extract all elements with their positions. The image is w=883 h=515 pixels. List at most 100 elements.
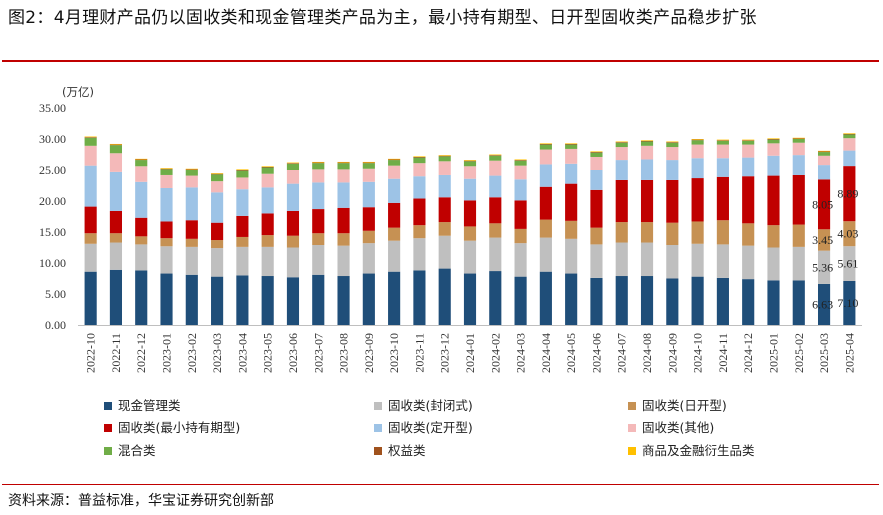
bar-segment (817, 283, 831, 325)
bar-segment (463, 226, 477, 241)
bar-segment (337, 245, 350, 277)
bar-segment (388, 158, 401, 160)
legend-label: 权益类 (388, 443, 426, 458)
legend-label: 固收类(日开型) (642, 398, 727, 413)
data-label: 3.45 (812, 233, 833, 247)
bar-segment (413, 238, 426, 271)
bar-segment (615, 276, 628, 325)
bar-segment (135, 181, 148, 218)
bar-segment (236, 177, 249, 190)
bar-segment (514, 165, 527, 180)
bar-segment (84, 136, 97, 138)
legend-label: 固收类(其他) (642, 420, 714, 435)
bar-segment (640, 159, 654, 180)
bar-segment (565, 163, 578, 184)
bar-segment (590, 170, 603, 190)
x-tick-label: 2024-01 (463, 333, 477, 373)
bar-segment (565, 143, 578, 144)
bar-segment (413, 225, 426, 239)
bar-segment (135, 159, 148, 161)
x-tick-label: 2024-06 (589, 333, 603, 373)
bar-segment (463, 273, 477, 325)
x-tick-label: 2022-10 (84, 333, 98, 373)
bar-segment (716, 220, 729, 245)
bar-segment (666, 160, 679, 180)
bar-segment (286, 163, 300, 164)
bar-segment (362, 161, 375, 163)
bar-segment (84, 165, 97, 207)
bar-segment (362, 168, 375, 182)
bar-segment (666, 142, 679, 143)
bar-segment (514, 159, 527, 161)
y-tick-label: 20.00 (39, 194, 66, 208)
bar-segment (261, 166, 274, 168)
bar-segment (286, 235, 300, 248)
bar-segment (312, 162, 325, 164)
bar-segment (236, 189, 249, 216)
bar-segment (236, 170, 249, 171)
bar-segment (539, 186, 552, 220)
bar-segment (160, 246, 173, 274)
bar-segment (286, 183, 300, 211)
bar-segment (337, 207, 350, 234)
x-tick-label: 2023-03 (210, 333, 224, 373)
bar-segment (514, 276, 527, 325)
bar-segment (286, 210, 300, 236)
bar-segment (640, 222, 654, 243)
bar-segment (236, 236, 249, 247)
bar-segment (312, 209, 325, 234)
bar-segment (109, 233, 123, 243)
bar-segment (716, 244, 729, 278)
bar-segment (691, 243, 704, 277)
bar-segment (438, 156, 451, 162)
bar-segment (185, 238, 198, 247)
x-tick-label: 2024-07 (615, 333, 629, 373)
bar-segment (514, 160, 527, 166)
bar-segment (843, 221, 856, 247)
bar-segment (489, 175, 502, 198)
bar-segment (843, 138, 856, 151)
bar-segment (236, 246, 249, 276)
y-tick-label: 5.00 (45, 287, 66, 301)
bar-segment (666, 222, 679, 246)
bar-segment (261, 246, 274, 277)
bar-segment (640, 276, 654, 325)
bar-segment (565, 273, 578, 325)
bar-segment (792, 224, 805, 247)
legend-swatch (628, 424, 636, 432)
bar-segment (817, 155, 831, 166)
bar-segment (615, 222, 628, 243)
bar-segment (109, 242, 123, 270)
bar-segment (388, 178, 401, 203)
bar-segment (792, 137, 805, 139)
legend-label: 固收类(封闭式) (388, 398, 473, 413)
bar-segment (817, 152, 831, 156)
bar-segment (160, 187, 173, 222)
bar-segment (211, 248, 224, 277)
bar-segment (767, 139, 780, 144)
bar-segment (742, 176, 755, 224)
bar-segment (438, 222, 451, 236)
bar-segment (565, 238, 578, 274)
legend-label: 混合类 (118, 443, 156, 458)
stacked-bar-chart: (万亿) 0.00 5.00 10.00 15.00 20.00 25.00 30.00 35… (39, 85, 862, 458)
bar-segment (843, 133, 856, 135)
bar-segment (312, 169, 325, 183)
bar-segment (185, 170, 198, 176)
bar-segment (767, 155, 780, 176)
data-label: 5.61 (837, 257, 858, 271)
y-tick-label: 25.00 (39, 163, 66, 177)
y-tick-label: 30.00 (39, 132, 66, 146)
x-tick-label: 2025-04 (842, 333, 856, 373)
bar-segment (160, 168, 173, 169)
bar-segment (337, 162, 350, 164)
bar-segment (463, 161, 477, 167)
bar-segment (489, 154, 502, 156)
bar-segment (590, 244, 603, 278)
bar-segment (438, 155, 451, 156)
bar-segment (691, 144, 704, 159)
bar-segment (817, 179, 831, 230)
bar-segment (109, 153, 123, 172)
bar-segment (261, 213, 274, 236)
bar-segment (716, 140, 729, 141)
